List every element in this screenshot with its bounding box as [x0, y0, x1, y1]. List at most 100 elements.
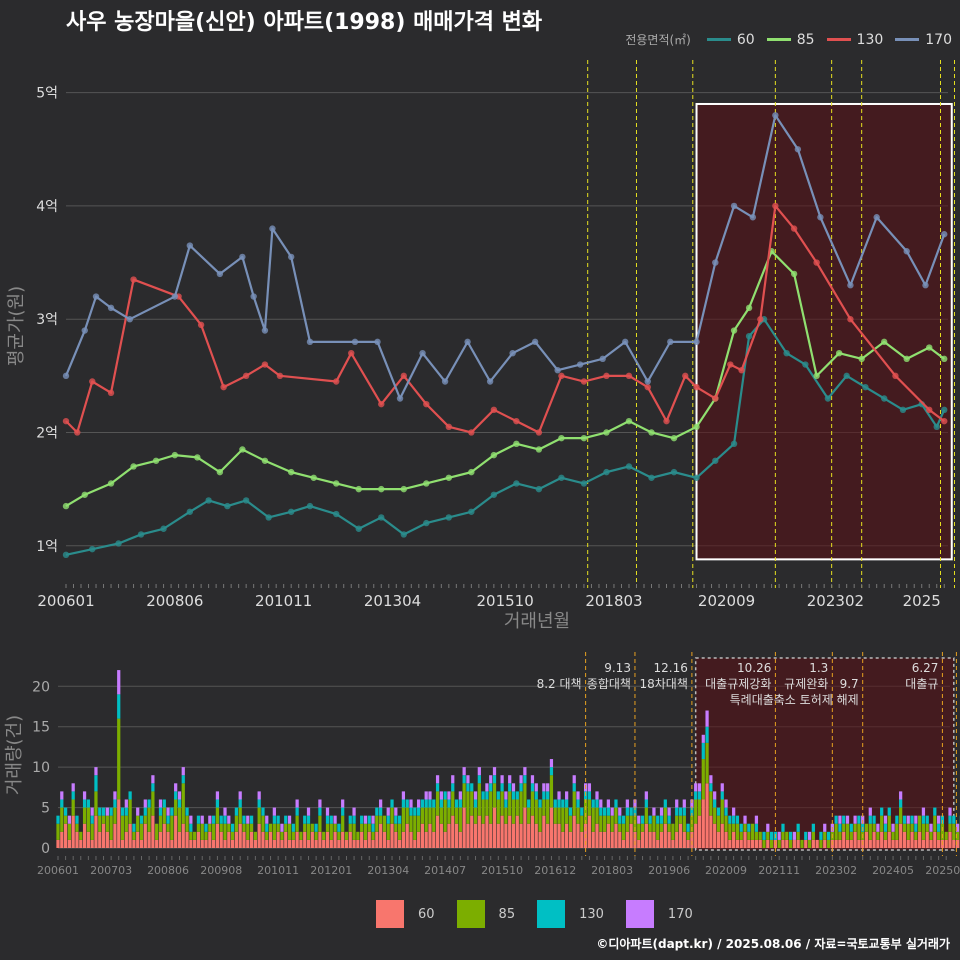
bar-segment-130: [921, 815, 926, 824]
bar-x-tick-label: 201011: [257, 864, 299, 877]
bar-segment-130: [390, 799, 394, 808]
bar-segment-85: [200, 823, 204, 840]
bar-segment-85: [644, 807, 648, 824]
bar-segment-85: [640, 823, 645, 832]
bar-segment-60: [363, 839, 368, 848]
bar-segment-170: [724, 799, 728, 808]
bar-segment-130: [473, 799, 478, 808]
bar-segment-60: [732, 831, 736, 848]
bar-segment-85: [728, 823, 732, 840]
bar-segment-130: [477, 775, 481, 784]
data-point-170: [351, 338, 359, 346]
legend-item-60: 60: [706, 32, 755, 48]
bar-segment-170: [451, 775, 455, 784]
bar-segment-130: [614, 799, 618, 808]
bar-segment-60: [675, 831, 679, 848]
bar-segment-85: [671, 823, 675, 840]
data-point-170: [903, 248, 910, 255]
bar-segment-170: [899, 791, 903, 800]
bar-segment-85: [276, 823, 280, 832]
bar-segment-85: [675, 815, 679, 832]
bar-segment-170: [595, 791, 599, 800]
bar-segment-60: [458, 831, 462, 848]
data-point-170: [873, 214, 880, 221]
bar-segment-85: [360, 823, 364, 832]
bar-segment-170: [117, 670, 121, 695]
bar-segment-85: [868, 823, 872, 840]
bar-segment-170: [511, 783, 516, 792]
bar-segment-85: [914, 831, 918, 840]
bar-segment-60: [212, 839, 216, 848]
bar-segment-60: [519, 823, 523, 848]
data-point-130: [757, 316, 764, 323]
bar-segment-130: [489, 783, 493, 792]
bar-segment-130: [318, 807, 322, 816]
bar-segment-170: [542, 783, 546, 792]
data-point-60: [333, 510, 340, 518]
bar-segment-170: [371, 815, 375, 824]
bar-y-tick-label: 0: [41, 841, 50, 857]
bar-segment-85: [170, 815, 174, 840]
bar-segment-170: [158, 799, 163, 808]
bar-segment-130: [424, 799, 428, 808]
bar-segment-85: [356, 831, 360, 840]
data-point-85: [625, 417, 633, 425]
bar-segment-85: [435, 791, 440, 816]
bar-segment-170: [891, 823, 895, 832]
bar-segment-130: [249, 815, 254, 824]
bar-segment-60: [902, 831, 907, 848]
x-axis-title: 거래년월: [504, 611, 570, 632]
bar-segment-170: [868, 807, 872, 816]
bar-segment-60: [557, 823, 561, 848]
bar-x-tick-label: 202507: [925, 864, 960, 877]
bar-segment-130: [534, 791, 538, 800]
bar-segment-170: [572, 775, 576, 784]
bar-segment-130: [234, 807, 239, 816]
data-point-130: [738, 366, 745, 374]
bar-segment-60: [758, 839, 762, 848]
bar-segment-60: [538, 831, 542, 848]
bar-segment-170: [921, 807, 926, 816]
bar-segment-130: [640, 815, 645, 824]
data-point-85: [107, 480, 115, 487]
bar-segment-60: [845, 839, 850, 848]
bar-segment-85: [921, 823, 926, 840]
bar-segment-170: [82, 791, 87, 800]
bar-segment-170: [792, 831, 796, 840]
bar-segment-130: [515, 791, 519, 800]
bar-segment-85: [618, 823, 622, 832]
bar-segment-85: [758, 831, 762, 840]
bar-segment-130: [367, 815, 371, 824]
bar-segment-130: [462, 775, 466, 784]
bar-segment-170: [697, 783, 702, 792]
bar-segment-60: [580, 831, 584, 848]
bar-segment-85: [918, 815, 922, 832]
bar-segment-170: [694, 783, 698, 792]
bar-segment-60: [398, 839, 402, 848]
bar-segment-85: [56, 823, 60, 840]
data-point-60: [287, 508, 295, 515]
bar-segment-60: [694, 823, 698, 848]
data-point-60: [712, 457, 719, 464]
bar-segment-130: [261, 807, 265, 816]
policy-annotation: 특례대출축소 토허제 해제: [730, 693, 859, 707]
bar-segment-170: [113, 791, 117, 800]
bar-segment-170: [504, 791, 508, 800]
bar-segment-60: [936, 839, 941, 848]
bar-segment-130: [447, 799, 451, 808]
bar-segment-85: [162, 807, 166, 824]
bar-segment-60: [576, 823, 580, 848]
data-point-170: [486, 378, 494, 385]
bar-segment-85: [697, 799, 702, 816]
bar-segment-85: [413, 815, 417, 840]
bar-segment-130: [337, 823, 341, 832]
data-point-60: [468, 508, 475, 515]
bar-segment-130: [470, 783, 474, 792]
bar-segment-85: [151, 791, 155, 816]
bar-segment-130: [113, 799, 117, 808]
data-point-85: [333, 480, 340, 487]
bar-segment-60: [644, 823, 648, 848]
bar-segment-85: [382, 815, 387, 832]
bar-segment-170: [914, 815, 918, 824]
bar-segment-85: [94, 791, 98, 816]
